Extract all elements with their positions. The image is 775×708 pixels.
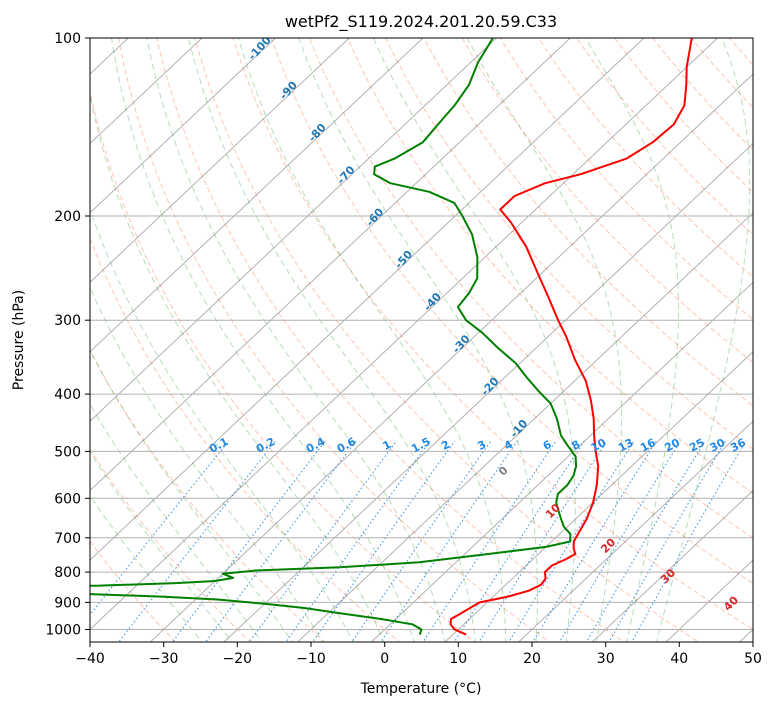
mixing-ratio-line <box>204 440 357 642</box>
mixing-ratio-line <box>585 440 706 642</box>
dry-adiabat-line <box>194 38 700 642</box>
y-tick-label: 500 <box>54 444 81 460</box>
dry-adiabats <box>90 38 753 642</box>
dry-adiabat-line <box>118 38 550 642</box>
x-tick-label: 50 <box>744 651 762 667</box>
isotherm-line <box>370 281 753 642</box>
y-tick-label: 1000 <box>45 623 81 639</box>
isotherm-line <box>90 38 277 214</box>
moist-adiabat-line <box>298 38 538 642</box>
mixing-ratio-line <box>380 440 518 642</box>
x-tick-label: −40 <box>75 651 105 667</box>
moist-adiabat-line <box>466 38 622 642</box>
x-axis-title: Temperature (°C) <box>360 681 482 697</box>
mixing-ratio-line <box>312 440 456 642</box>
chart-title: wetPf2_S119.2024.201.20.59.C33 <box>285 12 557 32</box>
dry-adiabat-line <box>156 38 625 642</box>
dry-adiabat-line <box>461 38 753 364</box>
mixing-ratio-label: 20 <box>662 436 682 455</box>
moist-adiabat-line <box>90 207 354 642</box>
dry-adiabat-line <box>385 38 753 450</box>
x-tick-label: −10 <box>296 651 326 667</box>
isotherm-line <box>296 212 753 642</box>
dry-adiabat-line <box>499 38 753 321</box>
moist-adiabat-line <box>584 38 680 642</box>
x-tick-label: −30 <box>149 651 179 667</box>
dry-adiabat-line <box>90 448 251 642</box>
dewpoint-profile-line <box>90 38 578 635</box>
moist-adiabat-line <box>373 38 576 642</box>
isotherm-line <box>223 142 753 642</box>
mixing-ratio-line <box>171 440 326 642</box>
isotherms <box>90 38 753 642</box>
mixing-ratio-line <box>631 440 747 642</box>
moist-adiabat-line <box>237 38 507 642</box>
isotherm-line <box>90 38 571 492</box>
mixing-ratio-line <box>608 440 726 642</box>
temperature-profile-line <box>449 38 693 636</box>
mixing-ratio-label: 13 <box>616 436 636 455</box>
dry-adiabat-line <box>347 38 753 494</box>
dry-adiabat-line <box>270 38 753 585</box>
x-tick-label: 10 <box>449 651 467 667</box>
dry-adiabat-line <box>232 38 753 631</box>
mixing-ratio-line <box>422 440 557 642</box>
y-tick-label: 300 <box>54 313 81 329</box>
isotherm-line <box>90 38 719 631</box>
isotherm-line <box>90 38 645 561</box>
dry-adiabat-line <box>575 38 753 236</box>
profile-series <box>90 38 693 636</box>
isotherm-line <box>517 420 753 642</box>
plot-frame <box>89 37 754 643</box>
mixing-ratio-label: 10 <box>589 436 609 455</box>
mixing-ratio-line <box>558 440 681 642</box>
mixing-ratio-label: 16 <box>638 436 658 455</box>
dry-adiabat-line <box>308 38 753 539</box>
y-tick-label: 600 <box>54 491 81 507</box>
pressure-gridlines <box>90 38 753 630</box>
y-tick-label: 200 <box>54 209 81 225</box>
mixing-ratio-lines <box>90 440 747 642</box>
mixing-ratio-label: 36 <box>728 436 748 455</box>
y-axis-title: Pressure (hPa) <box>11 290 27 390</box>
moist-adiabat-line <box>90 451 233 642</box>
y-tick-label: 100 <box>54 31 81 47</box>
isotherm-line <box>90 38 203 145</box>
x-tick-label: 30 <box>597 651 615 667</box>
dry-adiabat-line <box>90 540 177 642</box>
mixing-ratio-line <box>508 440 635 642</box>
dry-adiabat-line <box>423 38 753 407</box>
dry-adiabat-line <box>90 237 401 642</box>
plot-area: 0.1 0.2 0.4 0.6 1 1.5 2 3 4 6 8 10 13 16 20 25 30 36-100-… <box>90 38 753 642</box>
mixing-ratio-line <box>351 440 492 642</box>
moist-adiabat-line <box>146 38 446 642</box>
x-tick-label: 20 <box>523 651 541 667</box>
moist-adiabat-line <box>90 494 203 642</box>
x-tick-label: 40 <box>670 651 688 667</box>
mixing-ratio-line <box>532 440 657 642</box>
isotherm-line <box>149 73 753 642</box>
y-axis: 100 200 300 400 500 600 700 800 900 1000 <box>45 31 90 639</box>
y-tick-label: 900 <box>54 595 81 611</box>
isotherm-line <box>90 38 498 422</box>
y-tick-label: 800 <box>54 565 81 581</box>
mixing-ratio-label: 30 <box>708 436 728 455</box>
x-tick-label: 0 <box>380 651 389 667</box>
dry-adiabat-line <box>652 38 753 151</box>
isotherm-line <box>591 489 753 642</box>
mixing-ratio-line <box>118 440 277 642</box>
dry-adiabat-line <box>90 89 476 642</box>
isotherm-line <box>90 38 350 283</box>
y-tick-label: 400 <box>54 387 81 403</box>
x-axis: −40 −30 −20 −10 0 10 20 30 40 50 <box>75 642 762 667</box>
x-tick-label: −20 <box>223 651 253 667</box>
isotherm-line <box>90 38 424 353</box>
mixing-ratio-label: 25 <box>687 436 707 455</box>
y-tick-label: 700 <box>54 531 81 547</box>
